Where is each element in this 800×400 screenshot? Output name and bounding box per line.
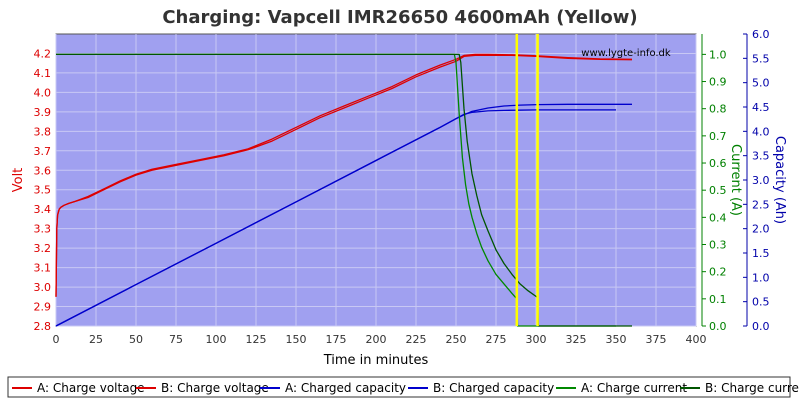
x-tick-label: 300: [526, 333, 547, 346]
y-axis-label-current: Current (A): [728, 144, 743, 216]
y-tick-label-capacity: 5.0: [752, 77, 770, 90]
watermark: www.lygte-info.dk: [581, 48, 671, 59]
y-tick-label-volt: 3.9: [34, 106, 52, 119]
y-tick-label-current: 0.4: [709, 211, 727, 224]
legend-label: A: Charged capacity: [285, 381, 406, 395]
y-tick-label-capacity: 4.5: [752, 101, 770, 114]
y-tick-label-capacity: 2.5: [752, 198, 770, 211]
x-tick-label: 175: [326, 333, 347, 346]
y-tick-label-volt: 3.2: [34, 242, 52, 255]
y-tick-label-capacity: 3.0: [752, 174, 770, 187]
y-tick-label-volt: 3.6: [34, 164, 52, 177]
y-tick-label-volt: 3.5: [34, 184, 52, 197]
y-tick-label-current: 0.8: [709, 103, 727, 116]
y-tick-label-current: 0.9: [709, 76, 727, 89]
x-tick-label: 400: [686, 333, 707, 346]
series-line-5: [56, 53, 632, 327]
y-tick-label-current: 0.3: [709, 239, 727, 252]
x-tick-label: 275: [486, 333, 507, 346]
y-tick-label-current: 0.6: [709, 157, 727, 170]
x-tick-label: 250: [446, 333, 467, 346]
y-tick-label-capacity: 4.0: [752, 125, 770, 138]
y-tick-label-current: 0.0: [709, 320, 727, 333]
y-tick-label-capacity: 2.0: [752, 223, 770, 236]
y-tick-label-volt: 3.3: [34, 223, 52, 236]
y-tick-label-capacity: 3.5: [752, 150, 770, 163]
y-tick-label-current: 0.7: [709, 130, 727, 143]
legend-box: [7, 376, 791, 398]
x-tick-label: 0: [53, 333, 60, 346]
y-tick-label-current: 0.2: [709, 266, 727, 279]
series-layer: [55, 34, 633, 327]
y-tick-label-volt: 2.8: [34, 320, 52, 333]
x-tick-label: 150: [286, 333, 307, 346]
x-tick-label: 325: [566, 333, 587, 346]
y-axis-label-volt: Volt: [11, 168, 26, 193]
legend: A: Charge voltage B: Charge voltage A: Cha…: [12, 381, 800, 395]
y-tick-label-volt: 3.1: [34, 262, 52, 275]
chart-title: Charging: Vapcell IMR26650 4600mAh (Yell…: [162, 7, 637, 28]
series-line-1: [55, 53, 633, 297]
legend-label: A: Charge current: [581, 381, 687, 395]
x-tick-label: 75: [169, 333, 183, 346]
series-line-4: [56, 53, 616, 327]
x-tick-label: 50: [129, 333, 143, 346]
y-axis-label-capacity: Capacity (Ah): [772, 136, 787, 224]
x-tick-label: 225: [406, 333, 427, 346]
legend-label: B: Charged capacity: [433, 381, 554, 395]
y-tick-label-capacity: 1.0: [752, 271, 770, 284]
y-tick-label-capacity: 1.5: [752, 247, 770, 260]
y-tick-label-volt: 4.2: [34, 47, 52, 60]
y-tick-label-volt: 3.0: [34, 281, 52, 294]
y-tick-label-capacity: 5.5: [752, 52, 770, 65]
y-tick-label-capacity: 0.0: [752, 320, 770, 333]
y-tick-label-capacity: 0.5: [752, 296, 770, 309]
x-tick-label: 100: [206, 333, 227, 346]
y-tick-label-volt: 2.9: [34, 301, 52, 314]
y-tick-label-capacity: 6.0: [752, 28, 770, 41]
y-tick-label-volt: 4.0: [34, 86, 52, 99]
y-tick-label-current: 0.5: [709, 184, 727, 197]
legend-label: B: Charge current: [705, 381, 800, 395]
legend-label: A: Charge voltage: [37, 381, 145, 395]
y-tick-label-volt: 3.7: [34, 145, 52, 158]
x-tick-label: 350: [606, 333, 627, 346]
x-tick-label: 200: [366, 333, 387, 346]
x-tick-label: 25: [89, 333, 103, 346]
axes: 0 25 50 75 100 125 150 175 200 225 250 275 300 325 350…: [34, 28, 770, 346]
x-tick-label: 125: [246, 333, 267, 346]
y-tick-label-volt: 3.4: [34, 203, 52, 216]
legend-label: B: Charge voltage: [161, 381, 269, 395]
y-tick-label-current: 0.1: [709, 293, 727, 306]
x-axis-label: Time in minutes: [323, 353, 429, 368]
y-tick-label-volt: 4.1: [34, 67, 52, 80]
y-tick-label-volt: 3.8: [34, 125, 52, 138]
x-tick-label: 375: [646, 333, 667, 346]
y-tick-label-current: 1.0: [709, 48, 727, 61]
